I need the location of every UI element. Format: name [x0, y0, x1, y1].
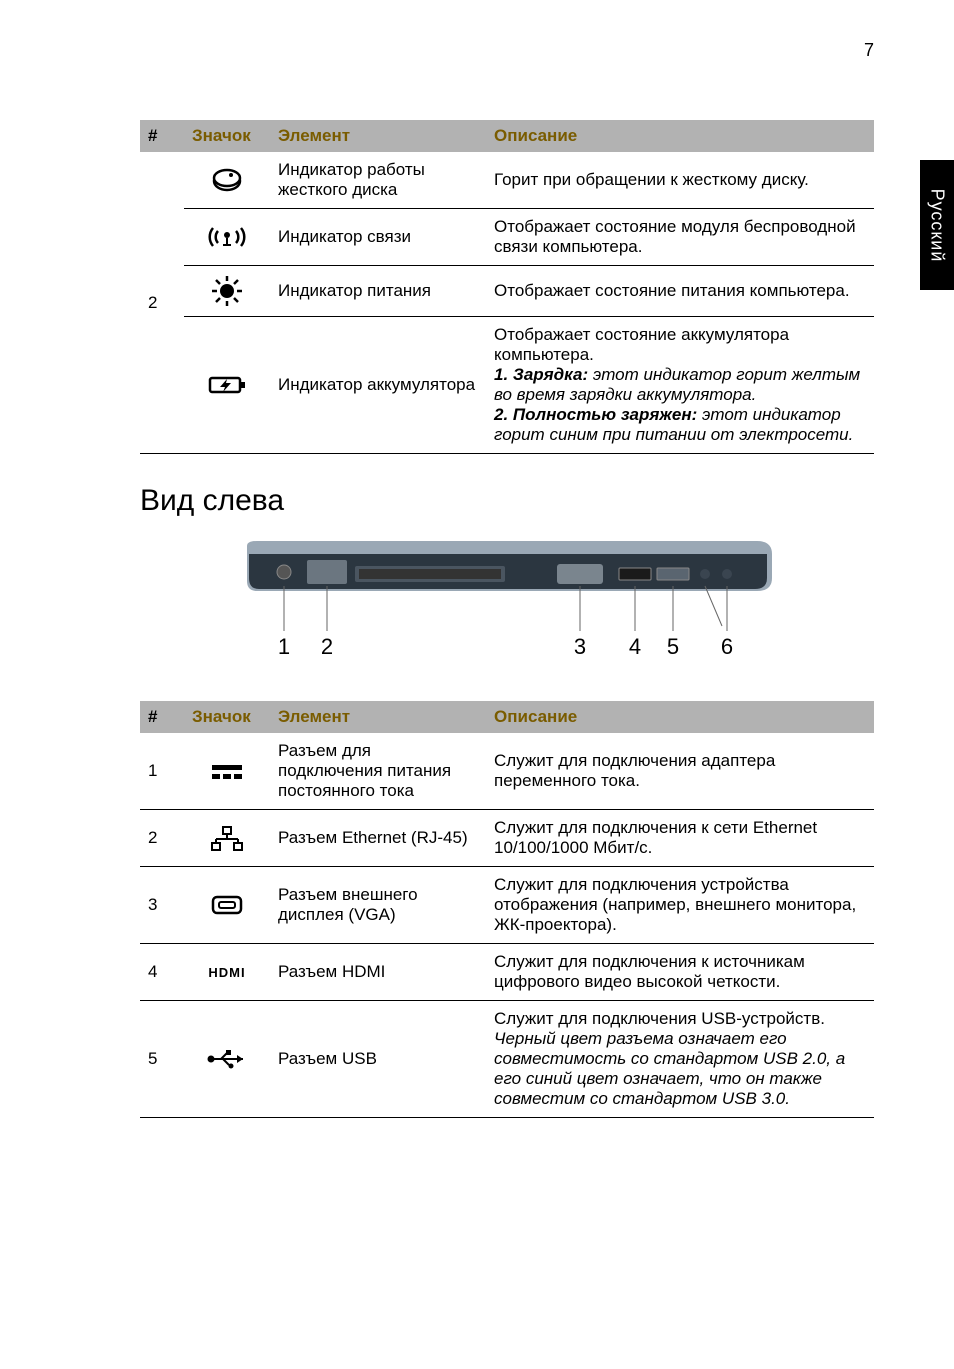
element-label: Индикатор аккумулятора — [270, 317, 486, 454]
table-row: 4 HDMI Разъем HDMI Служит для подключени… — [140, 944, 874, 1001]
element-desc: Горит при обращении к жесткому диску. — [486, 152, 874, 209]
page-number: 7 — [864, 40, 874, 61]
row-num: 3 — [140, 867, 184, 944]
table-row: 2 Индикатор работы жесткого диска Горит … — [140, 152, 874, 209]
col-element: Элемент — [270, 120, 486, 152]
element-label: Разъем для подключения питания постоянно… — [270, 733, 486, 810]
section-heading: Вид слева — [140, 484, 874, 518]
table-row: 3 Разъем внешнего дисплея (VGA) Служит д… — [140, 867, 874, 944]
dc-power-icon — [184, 733, 270, 810]
element-desc: Отображает состояние аккумулятора компью… — [486, 317, 874, 454]
desc-bold: 2. Полностью заряжен: — [494, 405, 697, 424]
col-num: # — [140, 701, 184, 733]
page: 7 Русский # Значок Элемент Описание 2 — [0, 0, 954, 1369]
row-number: 2 — [140, 152, 184, 454]
col-desc: Описание — [486, 120, 874, 152]
table-row: Индикатор питания Отображает состояние п… — [140, 266, 874, 317]
row-num: 1 — [140, 733, 184, 810]
hdd-icon — [184, 152, 270, 209]
callout-3: 3 — [574, 634, 586, 659]
row-num: 5 — [140, 1001, 184, 1118]
element-label: Разъем USB — [270, 1001, 486, 1118]
element-label: Индикатор питания — [270, 266, 486, 317]
language-tab: Русский — [920, 160, 954, 290]
ethernet-icon — [184, 810, 270, 867]
power-icon — [184, 266, 270, 317]
col-element: Элемент — [270, 701, 486, 733]
col-desc: Описание — [486, 701, 874, 733]
hdmi-icon: HDMI — [184, 944, 270, 1001]
desc-text: Отображает состояние аккумулятора компью… — [494, 325, 789, 364]
callout-2: 2 — [321, 634, 333, 659]
element-desc: Служит для подключения USB-устройств. Че… — [486, 1001, 874, 1118]
callout-4: 4 — [629, 634, 641, 659]
usb-icon — [184, 1001, 270, 1118]
callout-6: 6 — [721, 634, 733, 659]
col-num: # — [140, 120, 184, 152]
laptop-side-figure: 1 2 3 4 5 6 — [140, 536, 874, 671]
col-icon: Значок — [184, 120, 270, 152]
table-row: Индикатор связи Отображает состояние мод… — [140, 209, 874, 266]
table-row: 2 Разъем Ethernet (RJ-45) С — [140, 810, 874, 867]
element-label: Разъем HDMI — [270, 944, 486, 1001]
element-label: Разъем внешнего дисплея (VGA) — [270, 867, 486, 944]
element-desc: Отображает состояние модуля беспроводной… — [486, 209, 874, 266]
table-row: 5 Разъем USB С — [140, 1001, 874, 1118]
callout-5: 5 — [667, 634, 679, 659]
element-label: Разъем Ethernet (RJ-45) — [270, 810, 486, 867]
desc-text: Служит для подключения USB-устройств. — [494, 1009, 825, 1028]
wireless-icon — [184, 209, 270, 266]
vga-icon — [184, 867, 270, 944]
row-num: 2 — [140, 810, 184, 867]
language-tab-label: Русский — [927, 188, 948, 262]
table-row: 1 Разъем для подключения питания постоян… — [140, 733, 874, 810]
indicators-table: # Значок Элемент Описание 2 — [140, 120, 874, 454]
col-icon: Значок — [184, 701, 270, 733]
desc-italic: Черный цвет разъема означает его совмест… — [494, 1029, 845, 1108]
element-label: Индикатор связи — [270, 209, 486, 266]
element-label: Индикатор работы жесткого диска — [270, 152, 486, 209]
desc-bold: 1. Зарядка: — [494, 365, 588, 384]
callout-1: 1 — [278, 634, 290, 659]
element-desc: Служит для подключения адаптера переменн… — [486, 733, 874, 810]
content: # Значок Элемент Описание 2 — [140, 120, 874, 1118]
element-desc: Служит для подключения устройства отобра… — [486, 867, 874, 944]
ports-table: # Значок Элемент Описание 1 — [140, 701, 874, 1118]
battery-icon — [184, 317, 270, 454]
element-desc: Отображает состояние питания компьютера. — [486, 266, 874, 317]
row-num: 4 — [140, 944, 184, 1001]
element-desc: Служит для подключения к источникам цифр… — [486, 944, 874, 1001]
element-desc: Служит для подключения к сети Ethernet 1… — [486, 810, 874, 867]
table-row: Индикатор аккумулятора Отображает состоя… — [140, 317, 874, 454]
